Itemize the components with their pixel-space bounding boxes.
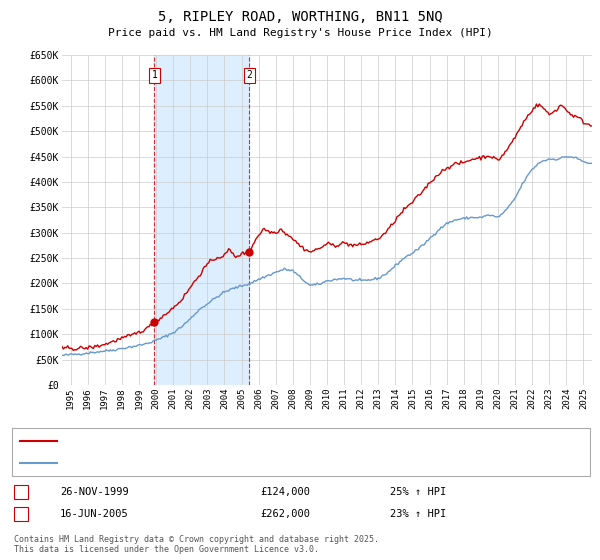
Text: 1: 1 bbox=[18, 487, 24, 497]
Bar bbox=[154, 55, 250, 385]
Text: 5, RIPLEY ROAD, WORTHING, BN11 5NQ: 5, RIPLEY ROAD, WORTHING, BN11 5NQ bbox=[158, 10, 442, 24]
Text: 1: 1 bbox=[151, 71, 157, 80]
Text: 25% ↑ HPI: 25% ↑ HPI bbox=[390, 487, 446, 497]
Text: 2: 2 bbox=[18, 509, 24, 519]
Text: Contains HM Land Registry data © Crown copyright and database right 2025.
This d: Contains HM Land Registry data © Crown c… bbox=[14, 535, 379, 554]
Text: 23% ↑ HPI: 23% ↑ HPI bbox=[390, 509, 446, 519]
Text: HPI: Average price, semi-detached house, Worthing: HPI: Average price, semi-detached house,… bbox=[62, 458, 350, 468]
Text: Price paid vs. HM Land Registry's House Price Index (HPI): Price paid vs. HM Land Registry's House … bbox=[107, 28, 493, 38]
Text: £124,000: £124,000 bbox=[260, 487, 310, 497]
Text: 26-NOV-1999: 26-NOV-1999 bbox=[60, 487, 129, 497]
Text: 2: 2 bbox=[247, 71, 253, 80]
Text: £262,000: £262,000 bbox=[260, 509, 310, 519]
Text: 5, RIPLEY ROAD, WORTHING, BN11 5NQ (semi-detached house): 5, RIPLEY ROAD, WORTHING, BN11 5NQ (semi… bbox=[62, 436, 391, 446]
Text: 16-JUN-2005: 16-JUN-2005 bbox=[60, 509, 129, 519]
